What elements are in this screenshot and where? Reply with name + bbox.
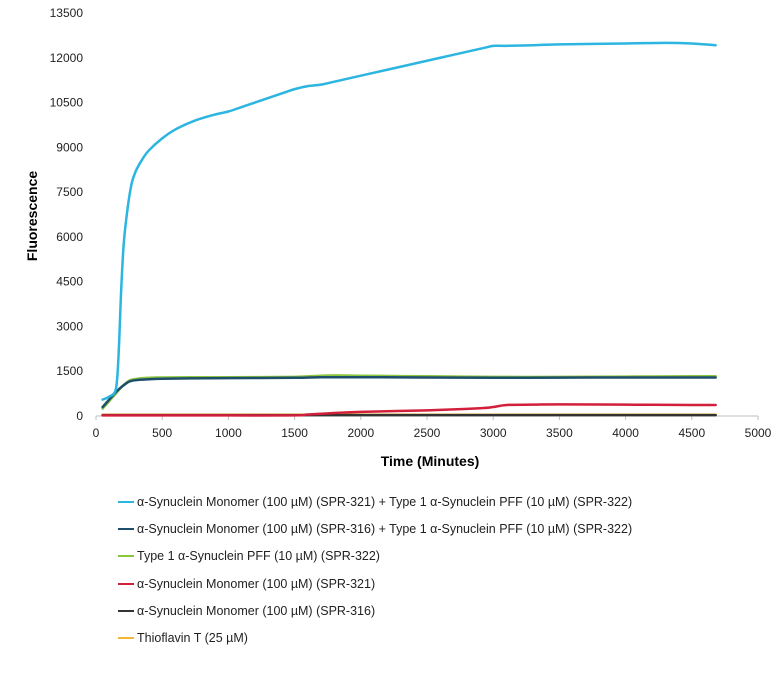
x-tick-label: 0 [93, 426, 100, 440]
legend-swatch [118, 582, 134, 585]
y-axis-title: Fluorescence [24, 171, 40, 261]
legend-swatch [118, 527, 134, 530]
legend-label: α-Synuclein Monomer (100 µM) (SPR-316) [137, 603, 376, 618]
fluorescence-line-chart: 0 1500 3000 4500 6000 7500 9000 10500 12000 13500… [24, 6, 772, 469]
y-tick-label: 1500 [56, 364, 83, 378]
legend-label: Type 1 α-Synuclein PFF (10 µM) (SPR-322) [137, 549, 380, 564]
x-tick-label: 4500 [678, 426, 705, 440]
y-tick-label: 0 [76, 409, 83, 423]
legend-item: Type 1 α-Synuclein PFF (10 µM) (SPR-322) [118, 543, 632, 570]
chart-legend: α-Synuclein Monomer (100 µM) (SPR-321) +… [118, 488, 632, 652]
series-line-2 [101, 375, 717, 409]
x-tick-label: 1500 [281, 426, 308, 440]
x-tick-label: 4000 [612, 426, 639, 440]
legend-label: α-Synuclein Monomer (100 µM) (SPR-316) +… [137, 521, 633, 536]
legend-item: α-Synuclein Monomer (100 µM) (SPR-316) [118, 597, 632, 624]
y-tick-label: 7500 [56, 185, 83, 199]
x-tick-label: 1000 [215, 426, 242, 440]
y-tick-label: 10500 [50, 96, 84, 110]
y-tick-label: 12000 [50, 51, 84, 65]
legend-item: α-Synuclein Monomer (100 µM) (SPR-316) +… [118, 515, 632, 542]
x-tick-label: 2000 [347, 426, 374, 440]
y-tick-label: 3000 [56, 319, 83, 333]
y-tick-label: 13500 [50, 6, 84, 20]
legend-swatch [118, 500, 134, 503]
legend-swatch [118, 609, 134, 612]
x-axis-ticks: 0 500 1000 1500 2000 2500 3000 3500 4000 4500 5000 [93, 416, 772, 440]
y-tick-label: 9000 [56, 140, 83, 154]
legend-swatch [118, 637, 134, 640]
y-tick-label: 4500 [56, 275, 83, 289]
legend-item: α-Synuclein Monomer (100 µM) (SPR-321) [118, 570, 632, 597]
legend-label: α-Synuclein Monomer (100 µM) (SPR-321) +… [137, 494, 633, 509]
x-tick-label: 3000 [480, 426, 507, 440]
x-tick-label: 5000 [745, 426, 772, 440]
x-tick-label: 2500 [414, 426, 441, 440]
series-line-4 [101, 403, 717, 417]
y-axis-ticks: 0 1500 3000 4500 6000 7500 9000 10500 12000 13500 [50, 6, 84, 423]
x-axis-title: Time (Minutes) [381, 453, 480, 469]
x-tick-label: 500 [152, 426, 172, 440]
legend-item: α-Synuclein Monomer (100 µM) (SPR-321) +… [118, 488, 632, 515]
series-line-1 [101, 41, 717, 401]
legend-item: Thioflavin T (25 µM) [118, 624, 632, 651]
legend-swatch [118, 555, 134, 558]
y-tick-label: 6000 [56, 230, 83, 244]
legend-label: α-Synuclein Monomer (100 µM) (SPR-321) [137, 576, 376, 591]
legend-label: Thioflavin T (25 µM) [137, 631, 248, 646]
series-lines [101, 41, 717, 417]
x-tick-label: 3500 [546, 426, 573, 440]
